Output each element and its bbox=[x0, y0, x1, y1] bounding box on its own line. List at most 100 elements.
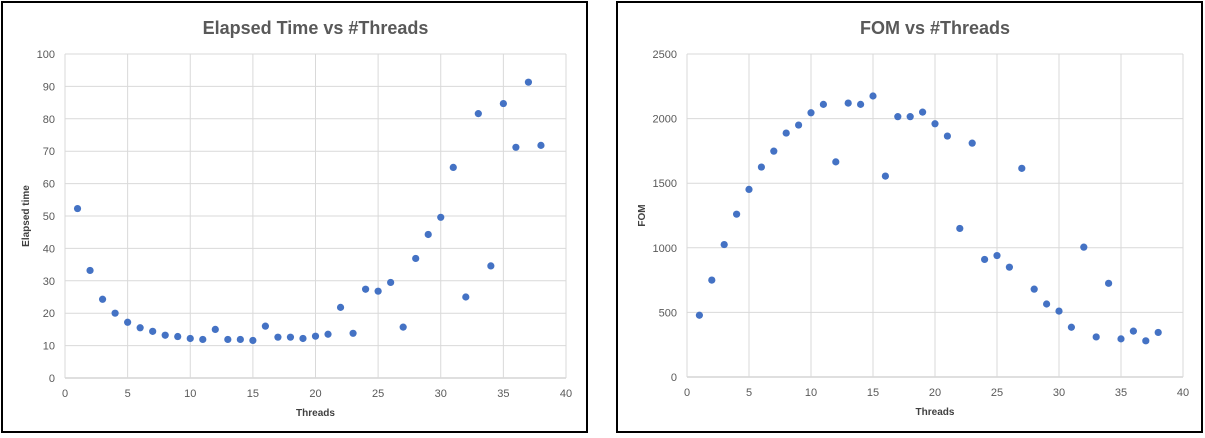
data-point bbox=[956, 224, 964, 233]
x-axis-title: Threads bbox=[296, 408, 335, 419]
data-point bbox=[857, 100, 865, 108]
x-tick-label: 15 bbox=[867, 387, 879, 399]
data-point bbox=[795, 121, 803, 129]
elapsed-time-scatter-chart: Elapsed Time vs #Threads0102030405060708… bbox=[21, 18, 572, 419]
data-point bbox=[387, 278, 395, 287]
data-point bbox=[274, 333, 282, 341]
y-tick-label: 1000 bbox=[653, 243, 677, 255]
data-point bbox=[1154, 328, 1162, 337]
data-point bbox=[1117, 335, 1125, 343]
y-tick-label: 80 bbox=[43, 114, 55, 126]
y-tick-label: 30 bbox=[43, 276, 55, 288]
data-point bbox=[807, 109, 815, 117]
y-tick-label: 1500 bbox=[653, 178, 677, 190]
data-point bbox=[449, 163, 457, 171]
data-point bbox=[462, 293, 470, 301]
data-point bbox=[111, 309, 119, 317]
data-point bbox=[86, 266, 94, 275]
x-tick-label: 20 bbox=[309, 388, 321, 400]
data-point bbox=[770, 147, 778, 155]
chart-title: FOM vs #Threads bbox=[860, 18, 1010, 38]
y-tick-label: 10 bbox=[43, 341, 55, 353]
data-point bbox=[324, 330, 332, 338]
data-point bbox=[537, 141, 545, 149]
data-point bbox=[374, 287, 382, 295]
data-point bbox=[136, 324, 144, 332]
data-point bbox=[1043, 300, 1051, 308]
x-tick-label: 15 bbox=[247, 388, 259, 400]
data-point bbox=[708, 276, 716, 284]
x-tick-label: 35 bbox=[1115, 387, 1127, 399]
data-point bbox=[1129, 327, 1137, 335]
x-tick-label: 25 bbox=[991, 387, 1003, 399]
data-point bbox=[73, 204, 82, 213]
data-point bbox=[249, 336, 257, 345]
x-tick-label: 25 bbox=[372, 388, 384, 400]
y-axis-title: FOM bbox=[637, 204, 648, 226]
x-tick-label: 40 bbox=[560, 388, 572, 400]
data-point bbox=[720, 240, 728, 249]
data-point bbox=[782, 129, 790, 137]
y-tick-label: 0 bbox=[49, 373, 55, 385]
data-point bbox=[199, 335, 207, 344]
data-point bbox=[1092, 333, 1100, 341]
data-point bbox=[186, 334, 194, 343]
data-point bbox=[299, 334, 307, 343]
data-point bbox=[832, 158, 840, 166]
data-point bbox=[336, 303, 345, 311]
x-axis-title: Threads bbox=[916, 407, 955, 418]
data-point bbox=[224, 335, 232, 344]
data-point bbox=[894, 113, 902, 121]
data-point bbox=[512, 143, 520, 151]
data-point bbox=[487, 262, 495, 270]
data-point bbox=[286, 333, 295, 341]
data-point bbox=[819, 100, 827, 108]
data-point bbox=[261, 322, 269, 330]
fom-chart-panel: FOM vs #Threads 0 500 1000 1500 2000 2500 0 5 10 1… bbox=[616, 1, 1203, 433]
data-point bbox=[1018, 164, 1026, 172]
y-tick-label: 2500 bbox=[653, 49, 677, 61]
x-tick-label: 0 bbox=[684, 387, 690, 399]
x-tick-label: 20 bbox=[929, 387, 941, 399]
x-tick-label: 10 bbox=[805, 387, 817, 399]
x-tick-label: 40 bbox=[1177, 387, 1189, 399]
data-point bbox=[1142, 337, 1150, 345]
data-point bbox=[931, 120, 939, 128]
data-point bbox=[1055, 307, 1063, 315]
data-point bbox=[695, 311, 703, 319]
data-point bbox=[1105, 279, 1113, 287]
data-point bbox=[869, 92, 877, 100]
data-point bbox=[437, 213, 445, 221]
y-tick-label: 100 bbox=[37, 49, 55, 61]
data-point bbox=[174, 332, 182, 341]
x-tick-label: 0 bbox=[62, 388, 68, 400]
x-tick-label: 30 bbox=[435, 388, 447, 400]
data-point bbox=[1067, 323, 1075, 331]
data-point bbox=[981, 255, 989, 264]
y-tick-label: 70 bbox=[43, 146, 55, 158]
data-point bbox=[1005, 263, 1013, 271]
data-point bbox=[161, 331, 169, 339]
y-tick-label: 0 bbox=[671, 372, 677, 384]
data-point bbox=[733, 210, 741, 218]
y-axis-title: Elapsed time bbox=[21, 185, 32, 247]
data-point bbox=[757, 163, 765, 171]
y-tick-label: 90 bbox=[43, 81, 55, 93]
data-point bbox=[881, 172, 889, 180]
y-tick-label: 40 bbox=[43, 243, 55, 255]
data-point bbox=[98, 295, 107, 303]
y-tick-label: 20 bbox=[43, 308, 55, 320]
data-point bbox=[993, 251, 1001, 260]
data-point bbox=[1080, 243, 1088, 251]
data-point bbox=[919, 108, 927, 116]
data-point bbox=[906, 113, 914, 121]
x-tick-label: 35 bbox=[497, 388, 509, 400]
data-point bbox=[211, 325, 219, 333]
y-tick-label: 60 bbox=[43, 179, 55, 191]
data-point bbox=[412, 254, 420, 263]
elapsed-time-chart-panel: Elapsed Time vs #Threads 0 10 20 30 40 50 60 70 8… bbox=[1, 1, 588, 433]
data-point bbox=[943, 132, 951, 140]
data-point bbox=[311, 332, 320, 340]
data-point bbox=[499, 99, 507, 108]
x-tick-label: 30 bbox=[1053, 387, 1065, 399]
